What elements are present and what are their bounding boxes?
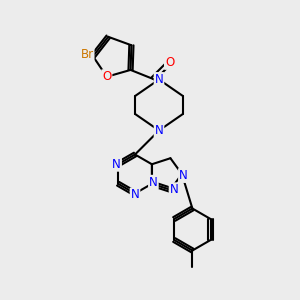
Text: Br: Br	[80, 48, 94, 61]
Text: N: N	[154, 124, 164, 137]
Text: N: N	[179, 169, 188, 182]
Text: N: N	[130, 188, 140, 202]
Text: N: N	[170, 183, 178, 196]
Text: N: N	[154, 73, 164, 86]
Text: N: N	[112, 158, 121, 171]
Text: O: O	[165, 56, 174, 69]
Text: N: N	[149, 176, 158, 189]
Text: O: O	[102, 70, 111, 83]
